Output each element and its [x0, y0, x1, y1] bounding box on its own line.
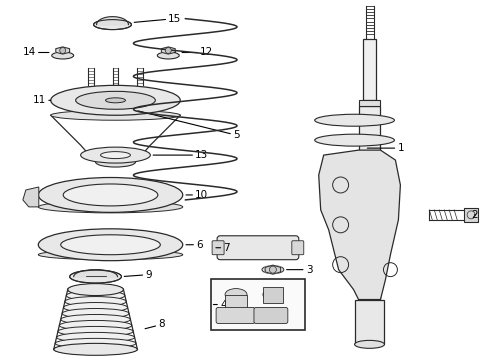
Ellipse shape [51, 110, 180, 120]
Ellipse shape [54, 343, 137, 355]
FancyBboxPatch shape [354, 300, 384, 345]
Text: 8: 8 [145, 319, 164, 329]
Ellipse shape [63, 302, 127, 312]
FancyBboxPatch shape [216, 307, 254, 323]
Ellipse shape [65, 297, 126, 306]
FancyBboxPatch shape [217, 236, 298, 260]
Ellipse shape [57, 332, 134, 342]
Ellipse shape [55, 338, 136, 348]
Ellipse shape [81, 147, 150, 163]
Ellipse shape [62, 309, 129, 319]
Ellipse shape [59, 320, 132, 330]
Polygon shape [56, 47, 69, 54]
Text: 15: 15 [134, 14, 181, 24]
Ellipse shape [263, 289, 282, 301]
FancyBboxPatch shape [362, 39, 376, 100]
Ellipse shape [51, 85, 180, 115]
FancyBboxPatch shape [263, 287, 282, 302]
Ellipse shape [224, 289, 246, 301]
Circle shape [269, 266, 276, 273]
FancyBboxPatch shape [463, 208, 477, 222]
Text: 12: 12 [182, 48, 213, 58]
Ellipse shape [54, 345, 137, 354]
FancyBboxPatch shape [253, 307, 287, 323]
Ellipse shape [314, 114, 394, 126]
Polygon shape [161, 47, 175, 54]
Text: 5: 5 [138, 111, 239, 140]
Text: 11: 11 [33, 95, 51, 105]
FancyBboxPatch shape [291, 241, 303, 255]
Ellipse shape [76, 91, 155, 109]
Ellipse shape [93, 20, 131, 30]
Text: 10: 10 [185, 190, 208, 200]
Text: 6: 6 [185, 240, 203, 250]
Ellipse shape [354, 340, 384, 348]
FancyBboxPatch shape [224, 294, 246, 309]
Ellipse shape [66, 291, 124, 301]
Ellipse shape [63, 184, 158, 206]
Ellipse shape [61, 235, 160, 255]
Ellipse shape [157, 52, 179, 59]
Text: 3: 3 [286, 265, 312, 275]
Ellipse shape [38, 229, 183, 261]
Ellipse shape [52, 52, 74, 59]
Text: 4: 4 [213, 300, 226, 310]
Polygon shape [264, 265, 280, 274]
Text: 14: 14 [22, 48, 49, 58]
Ellipse shape [314, 134, 394, 146]
Circle shape [165, 48, 171, 54]
FancyBboxPatch shape [212, 241, 224, 255]
Polygon shape [23, 187, 39, 207]
Ellipse shape [38, 250, 183, 260]
Text: 13: 13 [153, 150, 208, 160]
Polygon shape [318, 150, 400, 300]
Ellipse shape [67, 284, 123, 296]
Text: 7: 7 [216, 243, 229, 253]
Text: 2: 2 [470, 210, 477, 220]
Bar [210, 279, 305, 330]
Ellipse shape [262, 266, 283, 274]
Ellipse shape [38, 201, 183, 213]
Ellipse shape [105, 98, 125, 103]
Ellipse shape [69, 270, 121, 283]
FancyBboxPatch shape [358, 100, 380, 106]
Ellipse shape [61, 315, 130, 324]
Text: 1: 1 [366, 143, 403, 153]
FancyBboxPatch shape [358, 106, 380, 319]
Circle shape [60, 48, 65, 54]
Ellipse shape [101, 152, 130, 159]
Ellipse shape [95, 157, 135, 167]
Ellipse shape [67, 285, 123, 294]
Ellipse shape [58, 327, 133, 336]
Ellipse shape [38, 177, 183, 212]
Text: 9: 9 [124, 270, 152, 280]
